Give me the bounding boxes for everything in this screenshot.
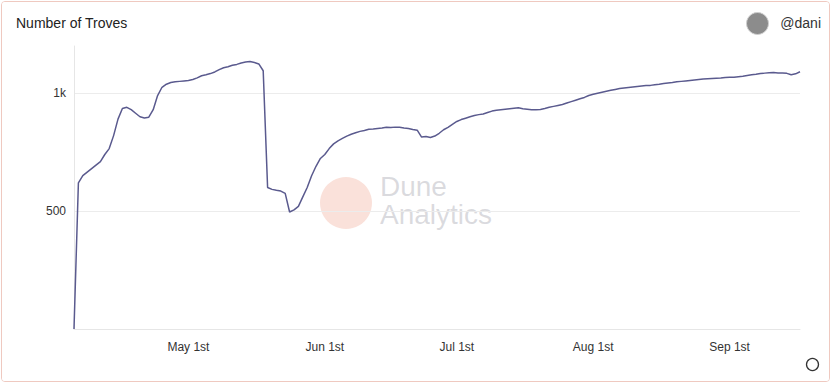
svg-text:Jun 1st: Jun 1st: [305, 340, 344, 354]
svg-text:Aug 1st: Aug 1st: [573, 340, 614, 354]
svg-text:@dani: @dani: [780, 15, 821, 31]
svg-text:Number of Troves: Number of Troves: [16, 15, 127, 31]
svg-text:Sep 1st: Sep 1st: [709, 340, 750, 354]
svg-text:Jul 1st: Jul 1st: [439, 340, 474, 354]
svg-text:May 1st: May 1st: [167, 340, 210, 354]
svg-text:Analytics: Analytics: [380, 199, 492, 230]
svg-text:Dune: Dune: [380, 171, 447, 202]
svg-text:1k: 1k: [53, 86, 67, 100]
svg-text:500: 500: [46, 204, 66, 218]
